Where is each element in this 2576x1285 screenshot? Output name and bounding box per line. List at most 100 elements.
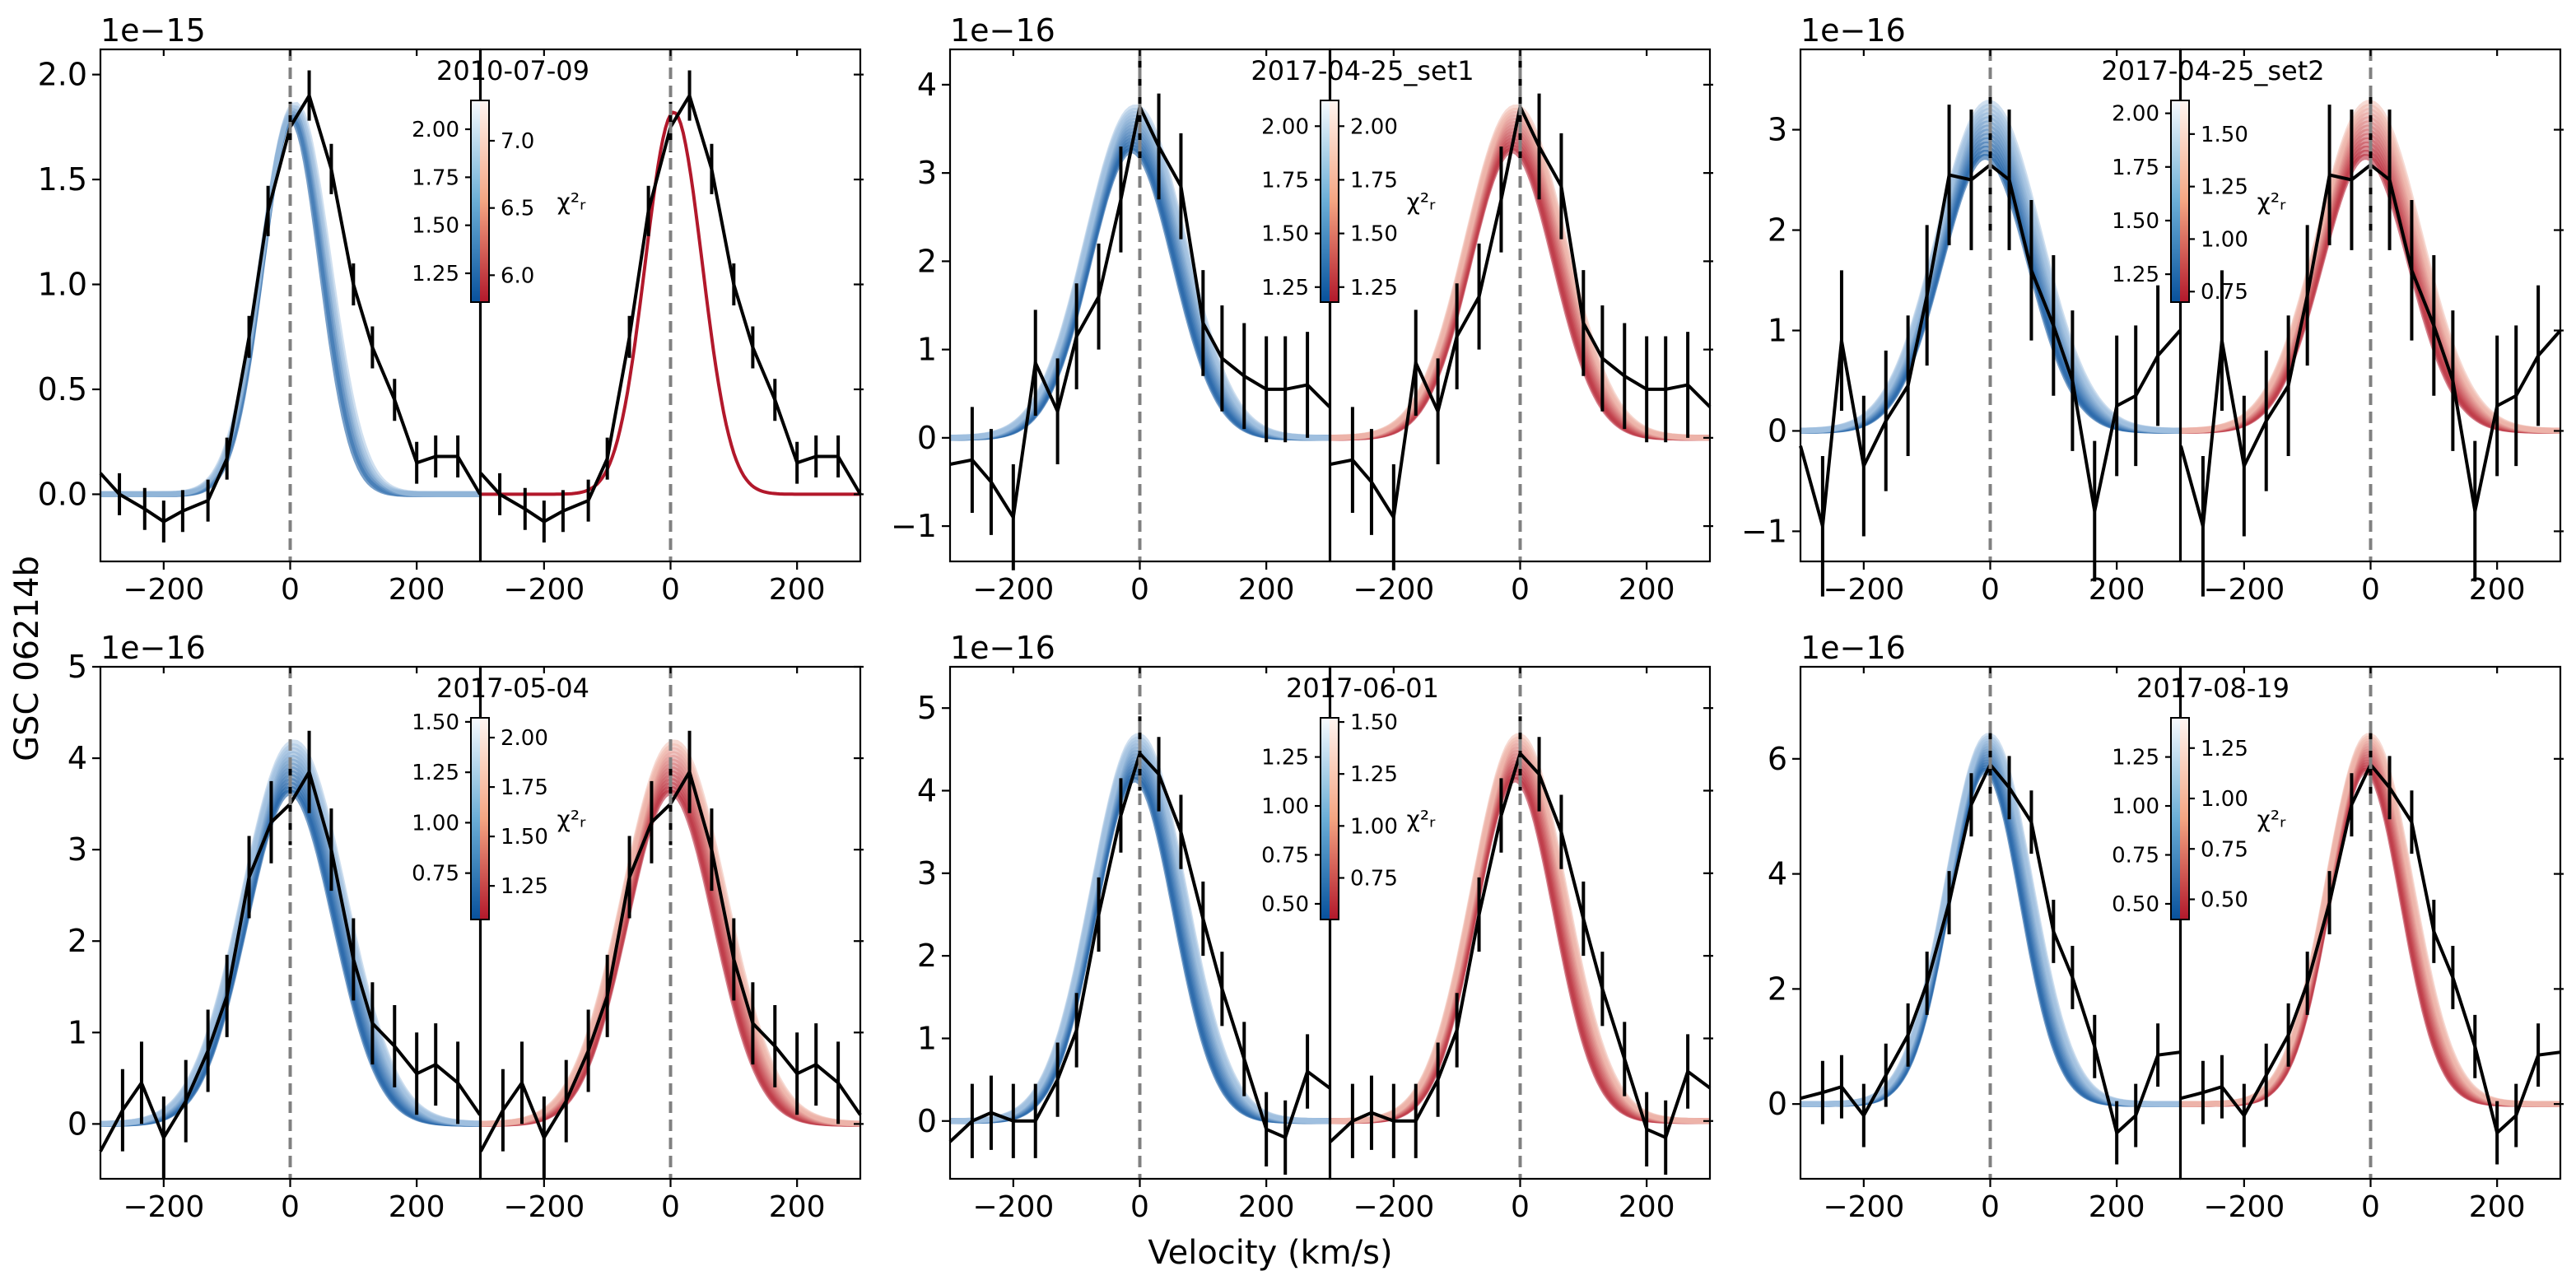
panel-title: 2017-06-01 xyxy=(1286,673,1439,704)
colorbar-label: χ²ᵣ xyxy=(1407,189,1436,216)
x-tick-label: 200 xyxy=(2469,1190,2526,1224)
subplot-left: −200 0 200 −1 0 1 2 3 xyxy=(1741,48,2182,607)
colorbar-tick-label: 1.25 xyxy=(2112,263,2159,287)
subplot-left: −200 0 200 0 1 2 3 4 5 xyxy=(68,649,482,1224)
colorbar-tick-label: 0.75 xyxy=(1350,866,1398,891)
colorbar-tick-label: 1.50 xyxy=(412,710,459,735)
colorbar-tick-label: 0.50 xyxy=(2201,888,2248,913)
colorbar-label: χ²ᵣ xyxy=(557,806,586,833)
x-tick-label: 200 xyxy=(2089,573,2145,607)
panel-title: 2010-07-09 xyxy=(436,55,589,86)
colorbar-label: χ²ᵣ xyxy=(2257,189,2286,216)
x-tick-label: −200 xyxy=(1823,1190,1904,1224)
colorbar-tick-label: 0.75 xyxy=(2201,280,2248,305)
colorbar-tick-label: 2.00 xyxy=(501,726,548,751)
colorbar-tick-label: 1.75 xyxy=(1350,168,1398,193)
y-tick-label: 5 xyxy=(917,690,937,726)
y-tick-label: 3 xyxy=(917,855,937,892)
x-tick-label: −200 xyxy=(503,1190,585,1224)
colorbar-blue xyxy=(471,718,480,920)
offset-label: 1e−15 xyxy=(100,12,206,49)
y-tick-label: −1 xyxy=(891,508,937,544)
colorbar-tick-label: 1.25 xyxy=(2201,175,2248,200)
colorbar-red xyxy=(2180,718,2189,920)
colorbar-red xyxy=(1330,100,1339,302)
colorbar-tick-label: 1.50 xyxy=(1350,222,1398,247)
y-tick-label: 4 xyxy=(917,67,937,103)
x-tick-label: 0 xyxy=(661,1190,680,1224)
colorbar-tick-label: 1.50 xyxy=(2201,123,2248,147)
y-tick-label: 3 xyxy=(68,831,87,868)
y-tick-label: 0 xyxy=(917,1103,937,1139)
x-tick-label: 200 xyxy=(2089,1190,2145,1224)
offset-label: 1e−16 xyxy=(100,630,206,666)
subplot-left: −200 0 200 −1 0 1 2 3 4 xyxy=(891,48,1331,607)
x-tick-label: 0 xyxy=(1130,1190,1149,1224)
x-tick-label: 0 xyxy=(281,1190,300,1224)
x-tick-label: 200 xyxy=(1619,1190,1675,1224)
colorbar-tick-label: 0.75 xyxy=(2112,844,2159,868)
colorbar-tick-label: 0.75 xyxy=(2201,837,2248,862)
colorbar-tick-label: 1.25 xyxy=(1350,762,1398,787)
y-tick-label: 0 xyxy=(1768,412,1787,449)
y-tick-label: 2 xyxy=(1768,212,1787,249)
x-tick-label: 200 xyxy=(2469,573,2526,607)
x-tick-label: −200 xyxy=(972,1190,1054,1224)
x-tick-label: −200 xyxy=(503,573,585,607)
x-tick-label: 0 xyxy=(1511,573,1530,607)
x-tick-label: 0 xyxy=(2361,1190,2380,1224)
colorbar-tick-label: 1.50 xyxy=(1261,222,1309,247)
colorbar-tick-label: 1.00 xyxy=(2112,794,2159,819)
y-tick-label: 0.5 xyxy=(38,371,87,407)
panel-2010-07-09: −200 0 200 0.0 0.5 1.0 1.5 2.0 −200 0 200 2010-07-0… xyxy=(38,12,864,607)
panel-title: 2017-04-25_set2 xyxy=(2101,55,2324,86)
x-tick-label: 0 xyxy=(1981,1190,2000,1224)
subplot-right: −200 0 200 xyxy=(2179,665,2564,1224)
colorbar-frame xyxy=(1320,717,1339,920)
y-tick-label: 0.0 xyxy=(38,476,87,512)
y-tick-label: 6 xyxy=(1768,741,1787,777)
colorbar-tick-label: 1.75 xyxy=(1261,168,1309,193)
x-tick-label: −200 xyxy=(123,1190,204,1224)
y-tick-label: 2 xyxy=(917,938,937,974)
subplot-left: −200 0 200 0.0 0.5 1.0 1.5 2.0 xyxy=(38,48,482,607)
x-tick-label: 200 xyxy=(389,1190,445,1224)
colorbar-tick-label: 6.5 xyxy=(501,197,534,221)
colorbar-tick-label: 1.00 xyxy=(1261,794,1309,819)
y-tick-label: 0 xyxy=(917,420,937,456)
colorbar-tick-label: 1.25 xyxy=(1350,276,1398,300)
colorbar-tick-label: 2.00 xyxy=(2112,102,2159,127)
offset-label: 1e−16 xyxy=(1800,12,1906,49)
x-tick-label: −200 xyxy=(1823,573,1904,607)
y-tick-label: 1 xyxy=(917,1020,937,1056)
x-tick-label: −200 xyxy=(972,573,1054,607)
y-tick-label: 4 xyxy=(917,772,937,808)
colorbar-tick-label: 1.00 xyxy=(412,811,459,836)
colorbar-blue xyxy=(1321,100,1330,302)
colorbar-tick-label: 2.00 xyxy=(1350,114,1398,139)
x-tick-label: 0 xyxy=(661,573,680,607)
panel-2017-05-04: −200 0 200 0 1 2 3 4 5 −200 0 200 2017-05-04 1e−16 0.7… xyxy=(68,630,864,1224)
colorbar-red xyxy=(480,718,489,920)
x-tick-label: 200 xyxy=(389,573,445,607)
y-tick-label: 1.5 xyxy=(38,161,87,198)
figure-xlabel: Velocity (km/s) xyxy=(1148,1234,1392,1272)
y-tick-label: 3 xyxy=(1768,112,1787,148)
x-tick-label: 0 xyxy=(1981,573,2000,607)
colorbar-tick-label: 1.25 xyxy=(2201,737,2248,761)
colorbar-tick-label: 1.00 xyxy=(2201,787,2248,812)
colorbar-tick-label: 2.00 xyxy=(412,118,459,142)
colorbar-tick-label: 1.25 xyxy=(1261,746,1309,771)
colorbar-blue xyxy=(1321,718,1330,920)
colorbar-tick-label: 1.25 xyxy=(501,874,548,899)
x-tick-label: −200 xyxy=(1353,573,1434,607)
colorbar: 1.25 1.50 1.75 2.00 1.25 1.50 1.75 2.00 χ²ᵣ xyxy=(1261,100,1436,303)
x-tick-label: 0 xyxy=(1130,573,1149,607)
figure-ylabel: GSC 06214b xyxy=(8,556,46,761)
subplot-right: −200 0 200 xyxy=(1329,665,1713,1224)
colorbar-tick-label: 0.50 xyxy=(1261,892,1309,917)
x-tick-label: −200 xyxy=(2203,1190,2285,1224)
subplot-right: −200 0 200 xyxy=(479,665,864,1224)
